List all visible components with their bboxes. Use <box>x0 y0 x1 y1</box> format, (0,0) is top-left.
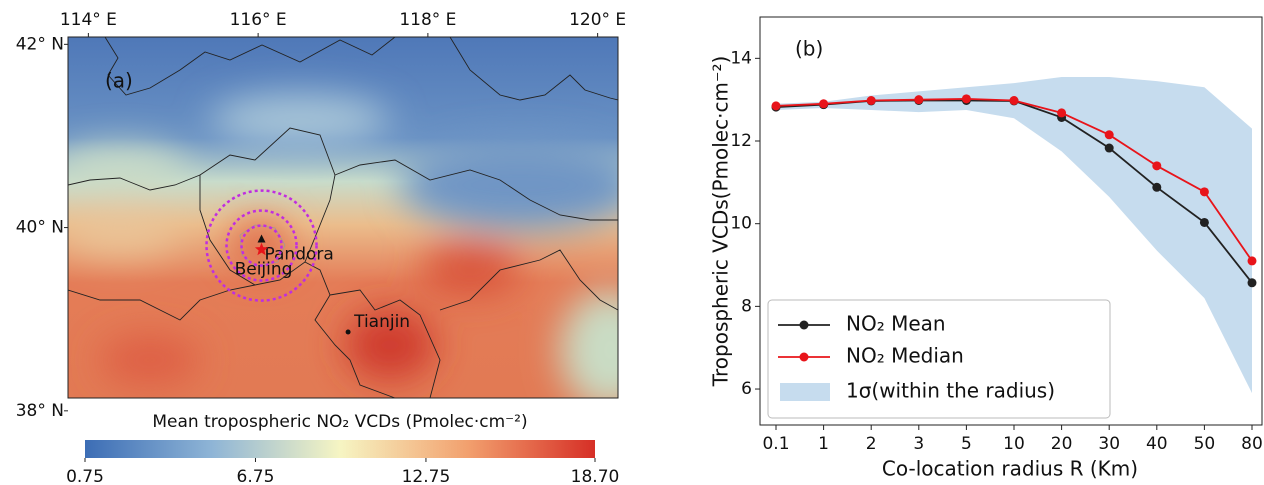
series-point <box>1247 256 1257 266</box>
place-label: Tianjin <box>353 312 410 332</box>
x-tick-label: 1 <box>818 434 829 454</box>
radius-ring <box>205 189 318 302</box>
panel-label: (b) <box>795 37 823 61</box>
colorbar-tick-label: 12.75 <box>402 467 451 485</box>
place-label: Beijing <box>235 260 293 280</box>
series-point <box>771 101 781 111</box>
y-tick-label: 42° N <box>16 34 64 54</box>
x-tick-label: 0.1 <box>762 434 789 454</box>
x-tick-label: 116° E <box>230 10 287 30</box>
legend-marker <box>799 320 809 330</box>
y-tick-label: 14 <box>730 48 752 68</box>
series-point <box>961 94 971 104</box>
y-tick-label: 40° N <box>16 218 64 238</box>
y-tick-label: 6 <box>741 379 752 399</box>
x-tick-label: 120° E <box>569 10 626 30</box>
x-axis-label: Co-location radius R (Km) <box>882 457 1138 481</box>
x-tick-label: 20 <box>1051 434 1073 454</box>
series-point <box>1009 96 1019 106</box>
legend-label: 1σ(within the radius) <box>846 379 1055 403</box>
plot-frame <box>759 16 1263 426</box>
series-point <box>1247 278 1257 288</box>
radius-ring <box>225 209 298 282</box>
x-tick-label: 5 <box>961 434 972 454</box>
series-point <box>866 96 876 106</box>
colorbar-tick-label: 18.70 <box>571 467 620 485</box>
series-point <box>1199 217 1209 227</box>
series-point <box>1104 130 1114 140</box>
y-tick-label: 8 <box>741 296 752 316</box>
series-point <box>1199 187 1209 197</box>
colorbar-tick-label: 6.75 <box>237 467 275 485</box>
legend-box <box>767 299 1111 419</box>
sigma-band <box>776 76 1252 394</box>
y-tick-label: 10 <box>730 214 752 234</box>
y-tick-label: 12 <box>730 131 752 151</box>
y-axis-label: Tropospheric VCDs(Pmolec·cm⁻²) <box>709 56 733 388</box>
map-frame <box>67 36 619 399</box>
series-point <box>914 95 924 105</box>
x-tick-label: 30 <box>1098 434 1120 454</box>
series-point <box>1152 161 1162 171</box>
place-label: Pandora <box>265 244 334 264</box>
x-tick-label: 118° E <box>399 10 456 30</box>
city-marker <box>345 329 351 335</box>
boundaries <box>68 37 618 398</box>
series-point <box>819 99 829 109</box>
x-tick-label: 50 <box>1194 434 1216 454</box>
station-marker <box>254 242 269 256</box>
x-tick-label: 80 <box>1241 434 1263 454</box>
panel-label: (a) <box>105 69 133 93</box>
series-point <box>1057 108 1067 118</box>
x-tick-label: 40 <box>1146 434 1168 454</box>
colorbar-tick-label: 0.75 <box>66 467 104 485</box>
series-point <box>1104 143 1114 153</box>
colorbar <box>85 440 595 458</box>
y-tick-label: 38° N <box>16 401 64 421</box>
legend-swatch <box>780 383 830 401</box>
x-tick-label: 10 <box>1003 434 1025 454</box>
x-tick-label: 114° E <box>60 10 117 30</box>
colorbar-title: Mean tropospheric NO₂ VCDs (Pmolec·cm⁻²) <box>152 412 527 432</box>
legend-marker <box>799 352 809 362</box>
legend-label: NO₂ Mean <box>846 312 946 336</box>
radius-ring <box>240 224 283 267</box>
station-marker <box>257 234 266 243</box>
x-tick-label: 2 <box>866 434 877 454</box>
x-tick-label: 3 <box>913 434 924 454</box>
map-field <box>68 37 618 398</box>
series-point <box>1152 182 1162 192</box>
legend-label: NO₂ Median <box>846 344 964 368</box>
